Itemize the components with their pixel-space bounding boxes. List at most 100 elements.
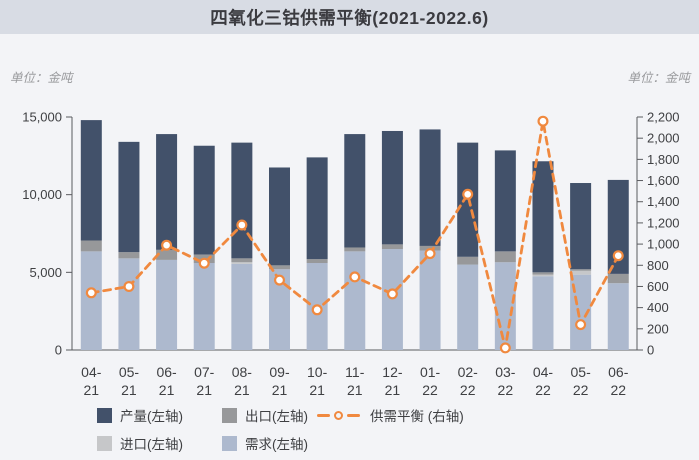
bar-segment xyxy=(156,134,178,250)
legend-label-production: 产量(左轴) xyxy=(120,409,183,424)
bar-segment xyxy=(231,142,253,259)
bar-segment xyxy=(306,259,328,264)
demand-swatch xyxy=(222,435,237,451)
x-tick-label: 22 xyxy=(573,382,589,398)
bar-segment xyxy=(532,274,554,277)
bar-segment xyxy=(457,264,479,350)
legend-label-import: 进口(左轴) xyxy=(120,437,183,452)
x-tick-label: 21 xyxy=(347,382,363,398)
balance-marker xyxy=(161,239,173,251)
bar-segment xyxy=(193,263,215,350)
balance-marker xyxy=(499,342,511,354)
bar-segment xyxy=(231,258,253,263)
left-axis-tick-label: 5,000 xyxy=(29,265,62,280)
legend-item-production: 产量(左轴) xyxy=(97,405,222,425)
balance-marker xyxy=(386,288,398,300)
x-tick-label: 22 xyxy=(498,382,514,398)
bar-segment xyxy=(80,120,102,241)
x-tick-label: 21 xyxy=(309,382,325,398)
bar-segment xyxy=(532,276,554,350)
bar-segment xyxy=(419,129,441,246)
dash-icon xyxy=(317,413,330,417)
production-swatch xyxy=(97,407,112,423)
balance-marker xyxy=(537,115,549,127)
hollow-circle-icon xyxy=(334,410,343,420)
bar-segment xyxy=(494,262,516,350)
bar-segment xyxy=(494,150,516,252)
import-swatch xyxy=(97,435,112,451)
x-tick-label: 11- xyxy=(345,364,365,380)
x-tick-label: 10- xyxy=(307,364,328,380)
bar-segment xyxy=(269,265,290,270)
bar-segment xyxy=(381,249,403,350)
legend-item-demand: 需求(左轴) xyxy=(222,433,317,453)
dash-icon xyxy=(347,413,360,417)
x-tick-label: 22 xyxy=(610,382,626,398)
bar-segment xyxy=(269,167,290,266)
bar-segment xyxy=(607,283,629,350)
bar-segment xyxy=(344,134,366,248)
right-axis-tick-label: 400 xyxy=(647,300,669,315)
right-axis-tick-label: 1,600 xyxy=(647,173,680,188)
x-tick-label: 12- xyxy=(382,364,403,380)
x-axis-labels: 04- 21 05- 21 06- 21 07- 21 08- 21 09- 21 10- 21 11- 21… xyxy=(81,364,629,398)
bar-segment xyxy=(118,258,140,350)
balance-line-symbol xyxy=(317,410,360,420)
stacked-bars xyxy=(80,120,629,350)
x-tick-label: 21 xyxy=(272,382,288,398)
bar-segment xyxy=(231,263,253,350)
right-axis-tick-label: 1,000 xyxy=(647,237,680,252)
bar-segment xyxy=(457,256,479,265)
legend-item-import: 进口(左轴) xyxy=(97,433,222,453)
bar-segment xyxy=(494,251,516,263)
legend-label-demand: 需求(左轴) xyxy=(245,437,308,452)
x-tick-label: 01- xyxy=(420,364,441,380)
bar-segment xyxy=(344,251,366,350)
right-axis-tick-label: 1,200 xyxy=(647,215,680,230)
x-tick-label: 02- xyxy=(458,364,479,380)
bar-segment xyxy=(80,251,102,350)
right-axis-unit-label: 单位：金吨 xyxy=(627,71,690,85)
right-axis-tick-label: 2,000 xyxy=(647,131,680,146)
bar-segment xyxy=(381,130,403,245)
bar-segment xyxy=(381,244,403,250)
bar-segment xyxy=(570,274,592,350)
x-tick-label: 05- xyxy=(119,364,140,380)
x-tick-label: 06- xyxy=(156,364,177,380)
right-axis-tick-label: 1,800 xyxy=(647,152,680,167)
x-tick-label: 03- xyxy=(495,364,516,380)
bar-segment xyxy=(156,249,178,260)
x-tick-label: 22 xyxy=(460,382,476,398)
x-tick-label: 05- xyxy=(571,364,592,380)
right-axis-tick-label: 200 xyxy=(647,321,669,336)
supply-demand-chart: 0 5,000 10,000 15,000 0 200 400 600 800 1,000 1,20… xyxy=(22,110,680,399)
x-tick-label: 08- xyxy=(232,364,253,380)
left-axis-tick-label: 10,000 xyxy=(22,187,62,202)
right-axis-tick-label: 600 xyxy=(647,279,669,294)
bar-segment xyxy=(80,240,102,252)
legend-item-balance: 供需平衡 (右轴) xyxy=(317,405,464,425)
right-axis-tick-label: 2,200 xyxy=(647,110,680,125)
right-axis-tick-label: 0 xyxy=(647,343,654,358)
balance-marker xyxy=(236,219,248,231)
page-title: 四氧化三钴供需平衡(2021-2022.6) xyxy=(210,7,489,28)
legend-label-export: 出口(左轴) xyxy=(245,409,308,424)
left-axis-tick-label: 15,000 xyxy=(22,110,62,125)
bar-segment xyxy=(231,262,253,264)
bar-segment xyxy=(118,252,140,259)
bar-segment xyxy=(532,161,554,273)
balance-marker xyxy=(424,248,436,260)
left-axis-unit-label: 单位：金吨 xyxy=(10,71,73,85)
x-tick-label: 21 xyxy=(159,382,175,398)
export-swatch xyxy=(222,407,237,423)
balance-marker xyxy=(612,250,624,262)
x-tick-label: 06- xyxy=(608,364,629,380)
x-tick-label: 21 xyxy=(196,382,212,398)
x-tick-label: 21 xyxy=(234,382,250,398)
right-axis-tick-label: 800 xyxy=(647,258,669,273)
bar-segment xyxy=(570,270,592,275)
bar-segment xyxy=(269,269,290,350)
x-tick-label: 22 xyxy=(422,382,438,398)
balance-marker xyxy=(349,271,361,283)
